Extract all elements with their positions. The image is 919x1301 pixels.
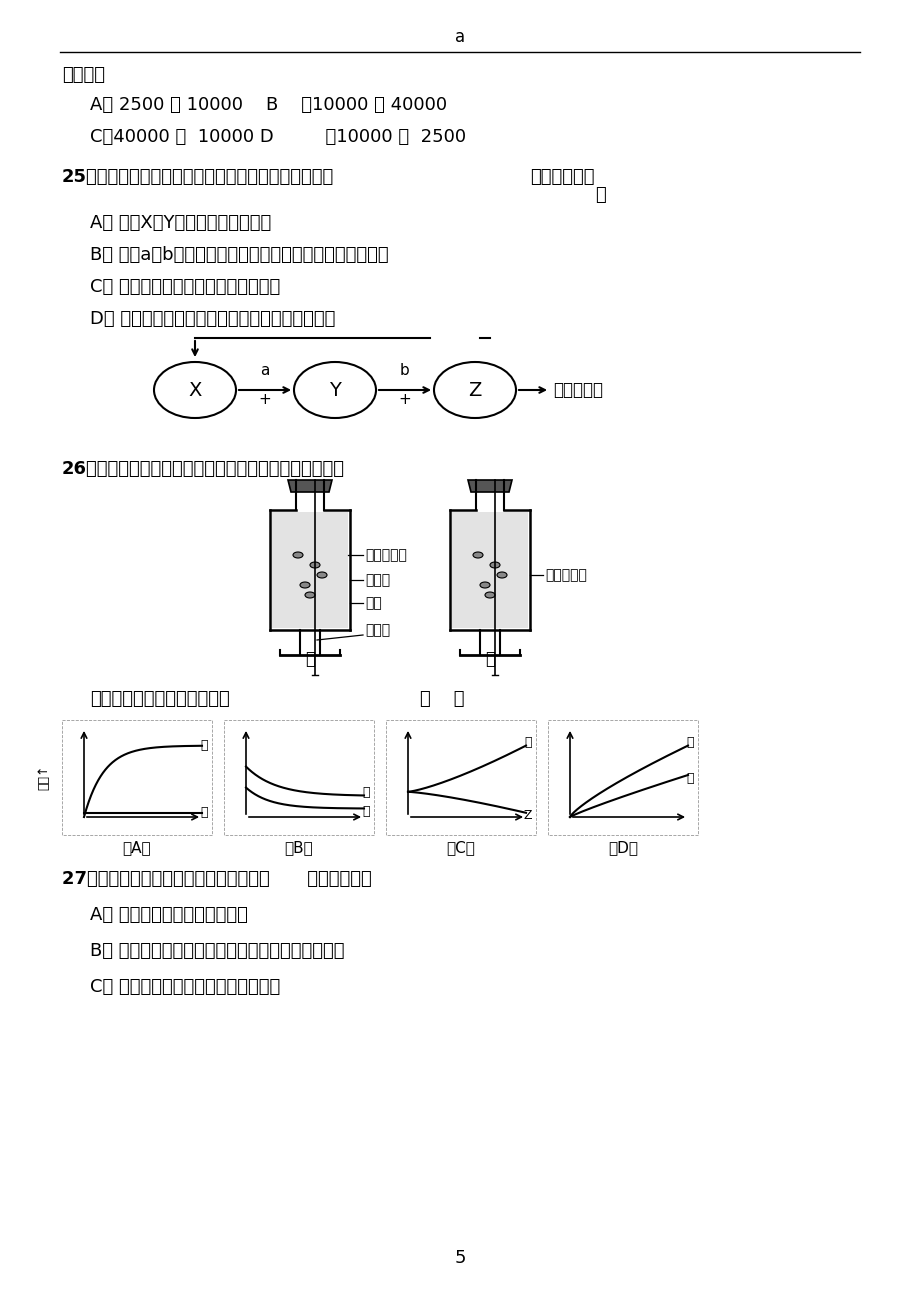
Ellipse shape (305, 592, 314, 598)
Text: （C）: （C） (446, 840, 475, 855)
Text: 甲: 甲 (305, 650, 314, 667)
Text: A． 图中X与Y分别是下丘脑和垂体: A． 图中X与Y分别是下丘脑和垂体 (90, 213, 271, 232)
Text: 的豌豆种子: 的豌豆种子 (544, 569, 586, 582)
Text: C．40000 和  10000 D         ．10000 和  2500: C．40000 和 10000 D ．10000 和 2500 (90, 127, 466, 146)
Text: 棉绒: 棉绒 (365, 596, 381, 610)
Text: 甲状腺激素: 甲状腺激素 (552, 381, 602, 399)
Text: B． 图中a与b分别是促甲状腺激素释放激素和促甲状腺激素: B． 图中a与b分别是促甲状腺激素释放激素和促甲状腺激素 (90, 246, 388, 264)
Text: 乙: 乙 (199, 807, 208, 820)
Ellipse shape (480, 582, 490, 588)
Text: b: b (400, 363, 410, 379)
Polygon shape (451, 513, 528, 628)
Text: （A）: （A） (122, 840, 151, 855)
Text: 乙: 乙 (361, 805, 369, 818)
Text: 乙: 乙 (686, 771, 693, 785)
Text: （D）: （D） (607, 840, 637, 855)
Text: A． 突触前膜与后膜之间有间隙: A． 突触前膜与后膜之间有间隙 (90, 905, 247, 924)
Text: a: a (454, 29, 465, 46)
Ellipse shape (317, 572, 326, 578)
Bar (386, 719, 536, 835)
Text: 27、下列有关突触结构和功能的叙述中，      错误的是（）: 27、下列有关突触结构和功能的叙述中， 错误的是（） (62, 870, 371, 889)
Ellipse shape (310, 562, 320, 569)
Text: B． 兴奋由电信号转变成化学信号，再转变成电信号: B． 兴奋由电信号转变成化学信号，再转变成电信号 (90, 942, 344, 960)
Text: 甲: 甲 (686, 736, 693, 749)
Text: 保温瓶: 保温瓶 (365, 572, 390, 587)
Text: ）: ） (595, 186, 605, 204)
Text: +: + (258, 392, 271, 407)
Text: 不正确的是（: 不正确的是（ (529, 168, 594, 186)
Ellipse shape (292, 552, 302, 558)
Text: 温差↑: 温差↑ (38, 764, 51, 790)
Text: Y: Y (329, 380, 341, 399)
Polygon shape (468, 480, 512, 492)
Text: 温度计: 温度计 (365, 623, 390, 637)
Text: D． 血液中的甲状腺激素含量起着反馈调节的作用: D． 血液中的甲状腺激素含量起着反馈调节的作用 (90, 310, 335, 328)
Text: 5: 5 (454, 1249, 465, 1267)
Polygon shape (288, 480, 332, 492)
Ellipse shape (484, 592, 494, 598)
Text: 甲: 甲 (524, 736, 531, 749)
Ellipse shape (496, 572, 506, 578)
Text: C． 兴奋在突触处只能由前膜传向后膜: C． 兴奋在突触处只能由前膜传向后膜 (90, 978, 280, 997)
Text: a: a (260, 363, 269, 379)
Text: +: + (398, 392, 411, 407)
Text: Z: Z (468, 380, 482, 399)
Text: Z: Z (524, 809, 532, 822)
Bar (223, 719, 374, 835)
Text: 26、甲、乙为研究豌豆种子萌发过程中温度变化示意图。: 26、甲、乙为研究豌豆种子萌发过程中温度变化示意图。 (62, 461, 345, 477)
Ellipse shape (300, 582, 310, 588)
Text: 25、下图是甲状腺活动的调节示意图，对该图的理解，: 25、下图是甲状腺活动的调节示意图，对该图的理解， (62, 168, 334, 186)
Text: （B）: （B） (284, 840, 313, 855)
Ellipse shape (490, 562, 499, 569)
Text: C． 甲状腺活动只受垂体促激素的调节: C． 甲状腺活动只受垂体促激素的调节 (90, 278, 280, 297)
Ellipse shape (472, 552, 482, 558)
Text: X: X (188, 380, 201, 399)
Bar (548, 719, 698, 835)
Text: 甲: 甲 (361, 786, 369, 799)
Text: 能正确表示上述实验结果的是: 能正确表示上述实验结果的是 (90, 690, 230, 708)
Text: 数各为（: 数各为（ (62, 66, 105, 85)
Polygon shape (272, 513, 347, 628)
Bar (62, 719, 211, 835)
Text: 甲: 甲 (199, 739, 208, 752)
Text: A． 2500 和 10000    B    ．10000 和 40000: A． 2500 和 10000 B ．10000 和 40000 (90, 96, 447, 114)
Text: 萌发的豌豆: 萌发的豌豆 (365, 548, 406, 562)
Text: （    ）: （ ） (420, 690, 464, 708)
Text: 乙: 乙 (484, 650, 494, 667)
